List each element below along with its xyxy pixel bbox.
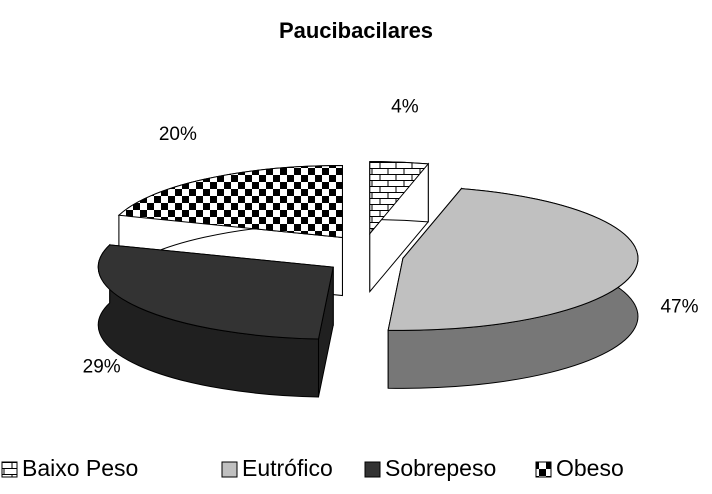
chart-title: Paucibacilares xyxy=(279,18,433,43)
legend-swatch xyxy=(221,461,238,478)
legend-label: Obeso xyxy=(556,455,624,481)
legend-swatch xyxy=(364,461,381,478)
legend-label: Eutrófico xyxy=(242,455,333,481)
legend-swatch xyxy=(1,461,18,478)
slice xyxy=(369,161,430,235)
pie xyxy=(97,161,639,398)
labels: 4% 47% 29% 20% xyxy=(83,97,699,378)
legend-swatch xyxy=(535,461,552,478)
data-label: 47% xyxy=(660,296,698,317)
legend: Baixo Peso Eutrófico Sobrepeso Obeso xyxy=(1,455,624,481)
slice xyxy=(117,165,343,239)
legend-label: Baixo Peso xyxy=(22,455,138,481)
data-label: 20% xyxy=(159,124,197,145)
data-label: 29% xyxy=(83,357,121,378)
legend-label: Sobrepeso xyxy=(385,455,496,481)
slice xyxy=(387,188,639,331)
slice xyxy=(97,244,334,340)
data-label: 4% xyxy=(391,97,419,118)
